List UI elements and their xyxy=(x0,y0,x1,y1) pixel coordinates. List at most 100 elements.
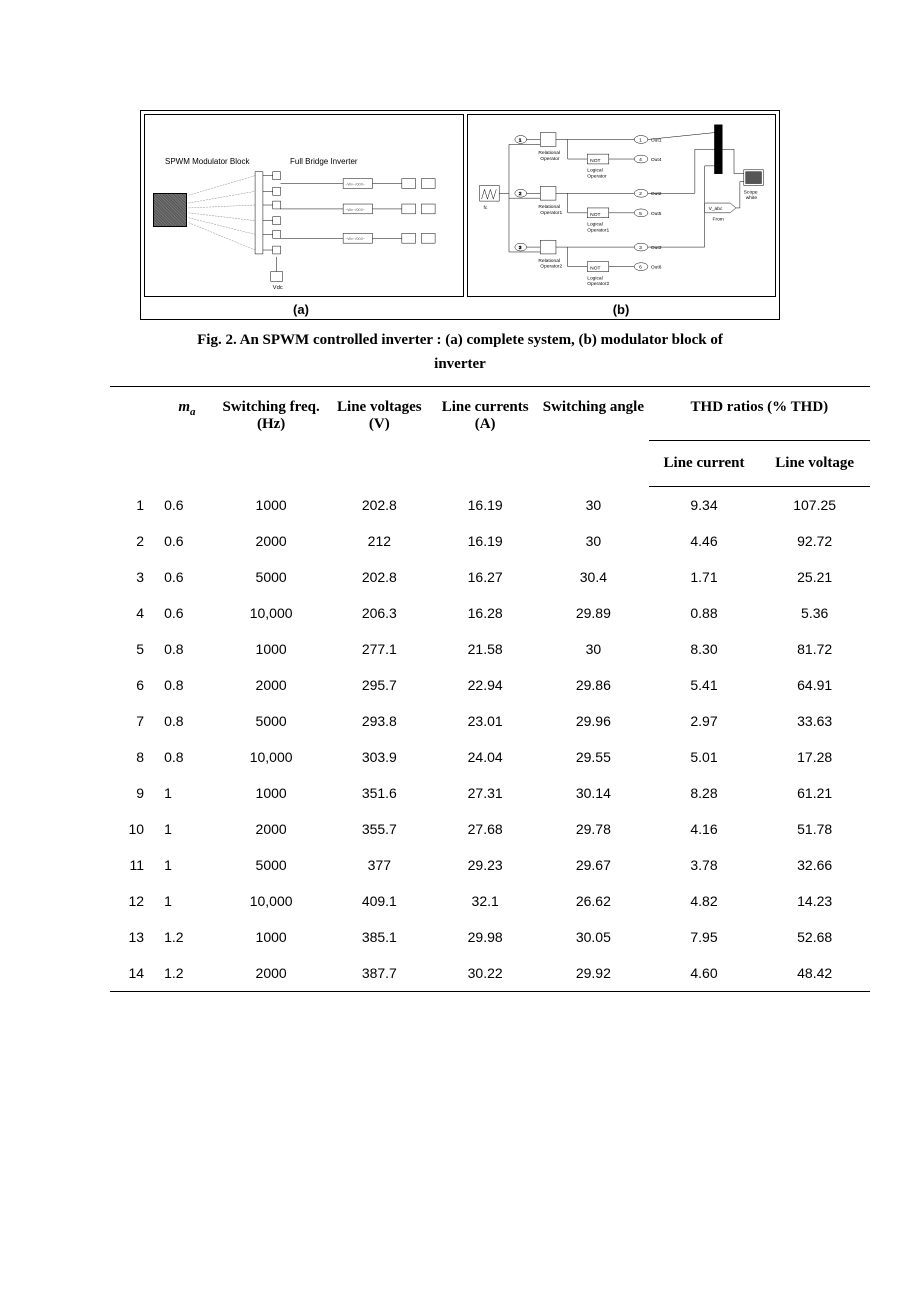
svg-text:Out2: Out2 xyxy=(651,191,662,197)
table-cell: 14.23 xyxy=(759,883,870,919)
data-table-wrapper: ma Switching freq. (Hz) Line voltages (V… xyxy=(110,386,870,992)
table-cell: 30.05 xyxy=(538,919,649,955)
table-cell: 2000 xyxy=(216,523,327,559)
svg-text:4: 4 xyxy=(639,157,642,163)
table-cell: 0.6 xyxy=(158,523,216,559)
table-cell: 1.71 xyxy=(649,559,760,595)
table-cell: 30 xyxy=(538,523,649,559)
table-cell: 32.1 xyxy=(432,883,538,919)
table-cell: 30.14 xyxy=(538,775,649,811)
table-cell: 277.1 xyxy=(326,631,432,667)
table-cell: 1.2 xyxy=(158,919,216,955)
table-cell: 0.8 xyxy=(158,631,216,667)
svg-text:Operator: Operator xyxy=(540,156,560,162)
header-thd-current: Line current xyxy=(649,441,760,487)
table-cell: 0.88 xyxy=(649,595,760,631)
svg-text:Out5: Out5 xyxy=(651,211,662,217)
table-cell: 351.6 xyxy=(326,775,432,811)
header-switching-angle: Switching angle xyxy=(538,387,649,487)
table-cell: 0.8 xyxy=(158,667,216,703)
table-row: 1012000355.727.6829.784.1651.78 xyxy=(110,811,870,847)
table-cell: 3 xyxy=(110,559,158,595)
table-cell: 29.23 xyxy=(432,847,538,883)
table-cell: 202.8 xyxy=(326,559,432,595)
table-cell: 1.2 xyxy=(158,955,216,992)
table-cell: 0.6 xyxy=(158,559,216,595)
svg-text:Operator2: Operator2 xyxy=(587,281,609,287)
thd-data-table: ma Switching freq. (Hz) Line voltages (V… xyxy=(110,386,870,992)
table-cell: 27.68 xyxy=(432,811,538,847)
table-cell: 30.4 xyxy=(538,559,649,595)
table-cell: 29.67 xyxy=(538,847,649,883)
table-cell: 2000 xyxy=(216,667,327,703)
svg-text:Vdc: Vdc xyxy=(273,285,283,291)
table-cell: 8.30 xyxy=(649,631,760,667)
table-cell: 5.01 xyxy=(649,739,760,775)
table-cell: 11 xyxy=(110,847,158,883)
svg-text:Logical: Logical xyxy=(587,168,602,174)
table-cell: 30 xyxy=(538,631,649,667)
table-row: 80.810,000303.924.0429.555.0117.28 xyxy=(110,739,870,775)
figure-2b-wiring: 1 2 3 xyxy=(468,115,775,296)
table-cell: 10,000 xyxy=(216,595,327,631)
table-cell: 385.1 xyxy=(326,919,432,955)
svg-text:NOT: NOT xyxy=(590,266,600,272)
header-line-voltages: Line voltages (V) xyxy=(326,387,432,487)
svg-text:white: white xyxy=(746,195,758,201)
figure-2b-panel: 1 2 3 xyxy=(467,114,776,297)
svg-text:From: From xyxy=(712,217,723,223)
table-cell: 4.82 xyxy=(649,883,760,919)
table-row: 911000351.627.3130.148.2861.21 xyxy=(110,775,870,811)
svg-text:1: 1 xyxy=(519,137,522,143)
table-cell: 29.98 xyxy=(432,919,538,955)
table-cell: 16.28 xyxy=(432,595,538,631)
table-cell: 16.19 xyxy=(432,487,538,524)
table-cell: 303.9 xyxy=(326,739,432,775)
svg-text:Operator1: Operator1 xyxy=(587,227,609,233)
svg-text:Operator1: Operator1 xyxy=(540,210,562,216)
svg-text:6: 6 xyxy=(639,265,642,271)
table-cell: 12 xyxy=(110,883,158,919)
table-cell: 0.6 xyxy=(158,487,216,524)
svg-text:1: 1 xyxy=(639,137,642,143)
header-thd-group: THD ratios (% THD) xyxy=(649,387,870,441)
table-cell: 29.96 xyxy=(538,703,649,739)
svg-text:Logical: Logical xyxy=(587,275,602,281)
figure-caption: Fig. 2. An SPWM controlled inverter : (a… xyxy=(110,328,810,376)
svg-text:fc: fc xyxy=(484,205,488,211)
svg-text:~Wv~/000~: ~Wv~/000~ xyxy=(345,236,366,241)
table-cell: 9 xyxy=(110,775,158,811)
table-cell: 5000 xyxy=(216,703,327,739)
table-cell: 7.95 xyxy=(649,919,760,955)
header-ma: ma xyxy=(158,387,216,487)
table-cell: 1 xyxy=(158,811,216,847)
table-cell: 212 xyxy=(326,523,432,559)
table-row: 30.65000202.816.2730.41.7125.21 xyxy=(110,559,870,595)
table-cell: 1 xyxy=(158,883,216,919)
table-cell: 64.91 xyxy=(759,667,870,703)
spwm-shaded-block xyxy=(153,193,187,227)
svg-text:Relational: Relational xyxy=(538,150,560,156)
table-cell: 293.8 xyxy=(326,703,432,739)
svg-text:Relational: Relational xyxy=(538,258,560,264)
figure-2a-wiring: Vdc ~Wv~/000~ ~Wv~/000~ ~Wv~/000~ xyxy=(145,115,463,296)
figure-2a-panel: SPWM Modulator Block Full Bridge Inverte… xyxy=(144,114,464,297)
svg-text:~Wv~/000~: ~Wv~/000~ xyxy=(345,207,366,212)
table-cell: 16.19 xyxy=(432,523,538,559)
table-cell: 202.8 xyxy=(326,487,432,524)
table-cell: 4 xyxy=(110,595,158,631)
caption-line-1: Fig. 2. An SPWM controlled inverter : (a… xyxy=(197,332,723,348)
table-cell: 0.6 xyxy=(158,595,216,631)
table-cell: 2 xyxy=(110,523,158,559)
table-cell: 1000 xyxy=(216,919,327,955)
table-cell: 409.1 xyxy=(326,883,432,919)
spwm-label: SPWM Modulator Block xyxy=(165,157,249,166)
table-cell: 61.21 xyxy=(759,775,870,811)
table-cell: 10,000 xyxy=(216,883,327,919)
figure-label-a: (a) xyxy=(293,302,309,317)
header-index xyxy=(110,387,158,487)
table-row: 12110,000409.132.126.624.8214.23 xyxy=(110,883,870,919)
table-cell: 2000 xyxy=(216,811,327,847)
table-cell: 29.89 xyxy=(538,595,649,631)
figure-2: SPWM Modulator Block Full Bridge Inverte… xyxy=(140,110,780,320)
